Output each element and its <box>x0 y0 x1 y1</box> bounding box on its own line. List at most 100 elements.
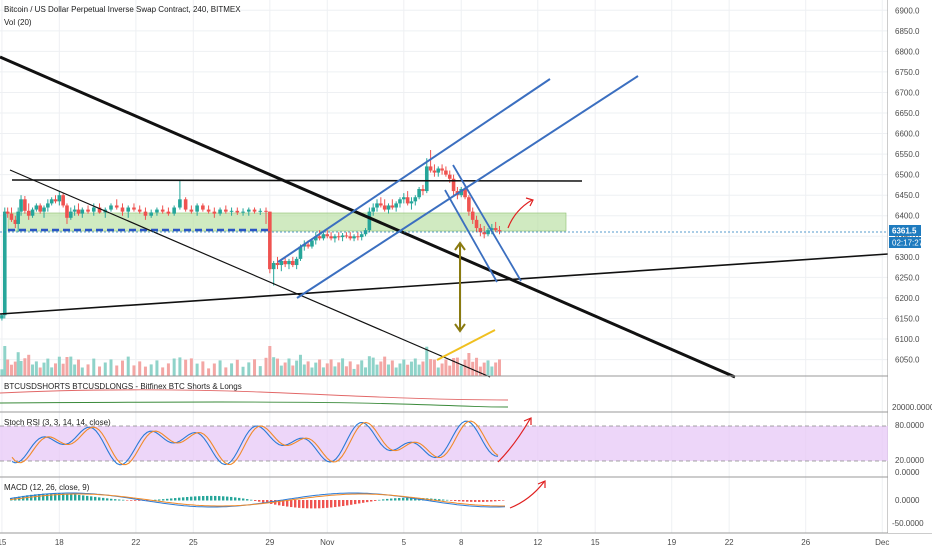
candle-body <box>336 236 341 238</box>
macd-hist-bar <box>362 500 365 503</box>
volume-bar <box>452 358 456 376</box>
price-tick-label: 6150.0 <box>895 314 920 323</box>
volume-bar <box>195 363 199 376</box>
macd-label[interactable]: MACD (12, 26, close, 9) <box>4 483 90 492</box>
macd-hist-bar <box>458 500 461 502</box>
current-price-badge: 6361.5 <box>889 225 921 236</box>
price-tick-label: 6450.0 <box>895 191 920 200</box>
candle-body <box>195 205 199 212</box>
candle-body <box>306 244 310 247</box>
volume-bar <box>34 361 38 376</box>
volume-bar <box>325 363 329 376</box>
volume-bar <box>57 356 61 376</box>
shorts-longs-axis-value: 20000.0000 <box>892 403 932 412</box>
candle-body <box>352 236 356 239</box>
falling-wedge-bottom <box>444 189 498 283</box>
macd-hist-bar <box>174 498 177 501</box>
volume-bar <box>478 366 482 376</box>
macd-hist-bar <box>326 500 329 508</box>
candle-body <box>91 207 96 212</box>
falling-wedge-top <box>452 164 522 282</box>
time-axis[interactable]: 15 18 22 25 29 Nov 5 8 12 15 19 22 26 Dec <box>0 538 889 547</box>
volume-bar <box>448 365 452 376</box>
volume-bar <box>38 367 42 376</box>
price-tick-label: 6800.0 <box>895 47 920 56</box>
volume-bar <box>65 357 69 376</box>
symbol-title[interactable]: Bitcoin / US Dollar Perpetual Inverse Sw… <box>4 5 241 14</box>
macd-hist-bar <box>342 500 345 507</box>
candle-body <box>218 209 222 214</box>
macd-axis-neg50: -50.0000 <box>892 519 924 528</box>
time-tick-label: 22 <box>131 538 140 547</box>
candle-body <box>34 205 39 210</box>
macd-hist-bar <box>254 500 257 501</box>
volume-bar <box>283 362 287 376</box>
candle-body <box>132 207 136 210</box>
volume-bar <box>80 367 84 376</box>
volume-bar <box>394 367 398 376</box>
volume-bar <box>482 362 486 376</box>
macd-hist-bar <box>50 493 53 501</box>
price-tick-label: 6400.0 <box>895 212 920 221</box>
volume-bar <box>115 365 119 376</box>
candle-body <box>137 209 142 212</box>
volume-bar <box>0 369 4 376</box>
shorts-longs-label[interactable]: BTCUSDSHORTS BTCUSDLONGS - Bitfinex BTC … <box>4 382 242 391</box>
volume-bar <box>98 366 102 376</box>
macd-hist-bar <box>126 500 129 501</box>
macd-hist-bar <box>398 497 401 501</box>
macd-hist-bar <box>70 494 73 501</box>
macd-hist-bar <box>498 500 501 501</box>
candle-body <box>258 210 263 212</box>
volume-bar <box>50 367 54 376</box>
candle-body <box>386 205 391 210</box>
candle-body <box>313 236 318 241</box>
stoch-projection-arrow <box>497 417 532 463</box>
volume-bar <box>337 362 341 376</box>
macd-hist-bar <box>502 500 505 501</box>
macd-hist-bar <box>346 500 349 506</box>
price-tick-label: 6650.0 <box>895 109 920 118</box>
price-tick-label: 6350.0 <box>895 232 920 241</box>
candle-body <box>413 197 418 202</box>
macd-hist-bar <box>414 497 417 501</box>
macd-hist-bar <box>354 500 357 505</box>
candle-body <box>394 203 398 208</box>
stoch-axis-20: 20.0000 <box>895 456 924 465</box>
price-tick-label: 6850.0 <box>895 27 920 36</box>
stoch-rsi-label[interactable]: Stoch RSI (3, 3, 14, 14, close) <box>4 418 111 427</box>
volume-bar <box>486 360 490 376</box>
macd-hist-bar <box>258 500 261 502</box>
macd-hist-bar <box>474 500 477 502</box>
volume-bar <box>463 359 467 376</box>
candle-body <box>19 199 23 212</box>
stoch-lines <box>11 420 499 466</box>
volume-bar <box>429 359 433 376</box>
macd-hist-bar <box>490 500 493 502</box>
macd-hist-bar <box>78 494 81 501</box>
macd-hist-bar <box>386 498 389 501</box>
channel-lower-line <box>296 75 639 299</box>
candle-body <box>398 199 402 204</box>
candle-body <box>9 213 14 220</box>
projected-price-arrow <box>507 197 534 229</box>
time-tick-label: 26 <box>801 538 810 547</box>
candle-body <box>183 199 188 210</box>
volume-bar <box>103 362 107 376</box>
candle-body <box>348 236 353 239</box>
macd-hist-bar <box>410 497 413 501</box>
volume-bar <box>375 364 379 376</box>
volume-bar <box>19 361 23 376</box>
candle-body <box>382 205 387 210</box>
volume-bar <box>138 361 142 376</box>
price-tick-label: 6300.0 <box>895 253 920 262</box>
price-tick-label: 6500.0 <box>895 171 920 180</box>
macd-hist-bar <box>186 496 189 501</box>
volume-bar <box>189 358 193 376</box>
candle-body <box>13 219 18 224</box>
macd-hist-bar <box>306 500 309 509</box>
macd-hist-bar <box>134 500 137 501</box>
price-axis[interactable]: 6050.0 6100.0 6150.0 6200.0 6250.0 6300.0 6350… <box>888 0 932 533</box>
macd-axis-0: 0.0000 <box>895 496 920 505</box>
macd-hist-bar <box>182 497 185 501</box>
